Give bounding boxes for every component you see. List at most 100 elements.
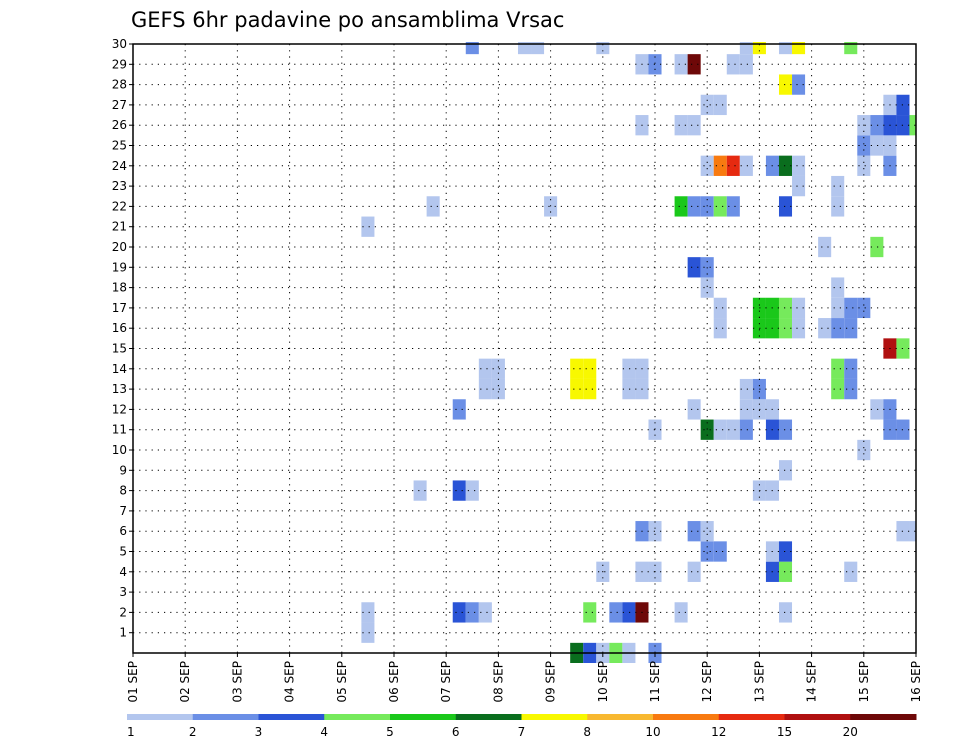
x-tick-label: 03 SEP — [230, 661, 244, 703]
y-tick-label: 8 — [119, 484, 127, 498]
precip-cell — [700, 419, 714, 440]
precip-cell — [949, 34, 960, 54]
precip-cell — [792, 42, 806, 55]
y-tick-label: 5 — [119, 545, 127, 559]
precip-cell — [687, 257, 701, 278]
precip-cell — [361, 216, 375, 237]
x-tick-label: 11 SEP — [648, 661, 662, 703]
precip-cell — [413, 480, 427, 501]
x-tick-label: 07 SEP — [439, 661, 453, 703]
precip-cell — [778, 602, 793, 623]
precip-cell — [570, 358, 584, 379]
precip-cell — [778, 297, 793, 319]
precip-cell — [674, 602, 688, 623]
precip-cell — [700, 541, 714, 562]
colorbar-swatch — [653, 714, 720, 720]
precip-cell — [778, 155, 793, 176]
precip-cell — [452, 602, 466, 623]
colorbar-label: 8 — [583, 725, 591, 739]
colorbar: 1 2 3 4 5 6 7 8 10 12 15 20 — [127, 714, 917, 739]
y-tick-label: 27 — [112, 98, 127, 112]
precip-cell — [844, 358, 858, 379]
y-tick-label: 23 — [112, 179, 127, 193]
y-tick-label: 19 — [112, 260, 127, 274]
precip-cell — [452, 399, 466, 420]
precip-cell — [936, 440, 949, 460]
colorbar-swatch — [390, 714, 457, 720]
precip-cell — [792, 155, 806, 176]
precip-cell — [687, 115, 701, 136]
precip-cell — [831, 297, 845, 319]
precip-cell — [923, 420, 936, 440]
colorbar-label: 12 — [711, 725, 726, 739]
colorbar-label: 3 — [255, 725, 263, 739]
precip-cell — [361, 622, 375, 643]
precip-cell — [648, 54, 662, 75]
y-tick-label: 4 — [119, 565, 127, 579]
precip-cell — [739, 54, 753, 75]
precip-cell — [949, 237, 960, 257]
precip-cell — [792, 318, 806, 339]
precip-cell — [713, 196, 727, 217]
x-tick-label: 02 SEP — [178, 661, 192, 703]
precip-cell — [713, 419, 727, 440]
precip-cell — [752, 42, 766, 55]
x-tick-label: 04 SEP — [283, 661, 297, 703]
precip-cell — [609, 602, 623, 623]
precip-cell — [923, 440, 936, 460]
y-tick-label: 17 — [112, 301, 127, 315]
precip-cell — [726, 196, 740, 217]
colorbar-label: 2 — [189, 725, 197, 739]
heatmap-cells — [361, 34, 960, 663]
y-tick-label: 14 — [112, 362, 127, 376]
precip-cell — [778, 460, 793, 481]
y-tick-label: 30 — [112, 37, 127, 51]
x-tick-label: 09 SEP — [544, 661, 558, 703]
y-tick-label: 10 — [112, 443, 127, 457]
y-tick-label: 18 — [112, 281, 127, 295]
colorbar-label: 7 — [518, 725, 526, 739]
precip-cell — [687, 521, 701, 542]
precip-cell — [923, 115, 936, 135]
y-tick-label: 24 — [112, 159, 127, 173]
precip-cell — [936, 74, 949, 94]
precip-cell — [831, 378, 845, 400]
x-tick-label: 16 SEP — [909, 661, 923, 703]
precip-cell — [674, 196, 688, 217]
precip-cell — [465, 42, 479, 55]
y-tick-label: 2 — [119, 605, 127, 619]
colorbar-swatch — [258, 714, 325, 720]
precip-cell — [936, 420, 949, 440]
precip-cell — [778, 541, 793, 562]
precip-cell — [648, 521, 662, 542]
x-tick-label: 01 SEP — [126, 661, 140, 703]
y-tick-label: 9 — [119, 463, 127, 477]
precip-cell — [739, 378, 753, 400]
precip-cell — [478, 602, 492, 623]
precip-cell — [726, 54, 740, 75]
x-tick-label: 12 SEP — [700, 661, 714, 703]
precip-cell — [739, 419, 753, 440]
precip-cell — [818, 318, 832, 339]
x-tick-label: 13 SEP — [752, 661, 766, 703]
precip-cell — [583, 602, 597, 623]
colorbar-swatch — [587, 714, 654, 720]
precip-cell — [844, 318, 858, 339]
x-tick-label: 06 SEP — [387, 661, 401, 703]
precip-cell — [949, 74, 960, 94]
x-tick-label: 08 SEP — [491, 661, 505, 703]
precip-cell — [870, 135, 884, 156]
precip-cell — [778, 318, 793, 339]
precip-cell — [792, 297, 806, 319]
precip-cell — [674, 54, 688, 75]
colorbar-label: 15 — [777, 725, 792, 739]
colorbar-label: 5 — [386, 725, 394, 739]
y-tick-label: 15 — [112, 342, 127, 356]
precip-cell — [923, 95, 936, 115]
precip-cell — [844, 42, 858, 55]
precip-cell — [687, 54, 701, 75]
precip-cell — [857, 135, 871, 156]
colorbar-swatch — [850, 714, 917, 720]
precip-cell — [426, 196, 440, 217]
precip-cell — [687, 561, 701, 582]
